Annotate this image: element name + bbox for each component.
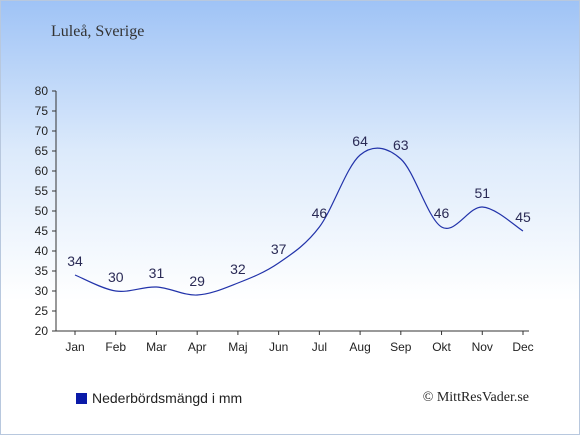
y-tick-label: 50 [35, 204, 49, 218]
x-tick-label: Aug [349, 340, 370, 354]
x-tick-label: Apr [188, 340, 207, 354]
y-tick-label: 40 [35, 244, 49, 258]
series-layer [74, 147, 524, 296]
data-label: 31 [149, 265, 165, 281]
data-label: 29 [189, 273, 205, 289]
y-tick-label: 60 [35, 164, 49, 178]
legend-swatch [76, 392, 87, 404]
data-label: 46 [312, 205, 328, 221]
chart-title: Luleå, Sverige [51, 23, 145, 40]
data-label: 64 [352, 133, 368, 149]
y-tick-label: 80 [35, 84, 49, 98]
x-tick-label: Jan [65, 340, 84, 354]
legend-label: Nederbördsmängd i mm [92, 390, 243, 406]
x-tick-label: Feb [105, 340, 126, 354]
x-tick-label: Jun [269, 340, 288, 354]
x-tick-label: Maj [228, 340, 247, 354]
y-tick-label: 55 [35, 184, 49, 198]
y-tick-label: 45 [35, 224, 49, 238]
data-label: 45 [515, 209, 531, 225]
x-tick-label: Okt [432, 340, 451, 354]
x-tick-label: Sep [390, 340, 412, 354]
data-label: 34 [67, 253, 83, 269]
y-tick-label: 30 [35, 284, 49, 298]
y-tick-label: 35 [35, 264, 49, 278]
data-label: 30 [108, 269, 124, 285]
x-tick-label: Dec [512, 340, 533, 354]
data-label: 46 [434, 205, 450, 221]
data-label: 32 [230, 261, 246, 277]
y-tick-label: 75 [35, 104, 49, 118]
data-label: 63 [393, 137, 409, 153]
y-tick-label: 25 [35, 304, 49, 318]
legend: Nederbördsmängd i mm [76, 390, 242, 406]
x-tick-label: Mar [146, 340, 167, 354]
y-tick-label: 20 [35, 324, 49, 338]
data-labels: 34 30 31 29 32 37 46 64 63 46 51 45 [67, 133, 531, 289]
axes: 20 25 30 35 40 45 50 55 60 65 70 75 80 Jan Feb Mar Apr Ma… [35, 84, 534, 354]
data-label: 37 [271, 241, 287, 257]
y-tick-label: 65 [35, 144, 49, 158]
y-tick-label: 70 [35, 124, 49, 138]
x-tick-label: Jul [312, 340, 327, 354]
series-line [74, 147, 524, 296]
credit-text: © MittResVader.se [422, 390, 529, 405]
data-label: 51 [474, 185, 490, 201]
x-tick-label: Nov [472, 340, 493, 354]
